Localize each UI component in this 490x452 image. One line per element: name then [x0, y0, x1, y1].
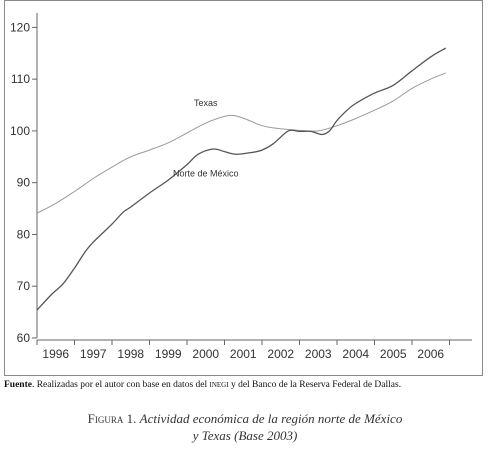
caption-title-line-1: Actividad económica de la región norte d…: [139, 411, 403, 426]
x-tick-label: 2004: [342, 347, 369, 361]
chart-frame: 60 70 80 90 100 110 120 1996 1997 1998 1999 2000 200…: [4, 0, 483, 376]
y-tick-label: 90: [17, 176, 31, 190]
caption-title-line-2: y Texas (Base 2003): [192, 428, 298, 443]
x-tick-label: 1997: [80, 347, 107, 361]
source-text-before: . Realizadas por el autor con base en da…: [31, 380, 210, 390]
source-text-after: y del Banco de la Reserva Federal de Dal…: [228, 380, 402, 390]
caption-line-1: Figura 1. Actividad económica de la regi…: [0, 410, 490, 427]
series-label-norte-de-mexico: Norte de México: [173, 168, 239, 178]
x-tick-label: 2006: [417, 347, 444, 361]
figure-caption: Figura 1. Actividad económica de la regi…: [0, 410, 490, 444]
series-lines: [36, 47, 447, 311]
x-tick-label: 2005: [380, 347, 407, 361]
y-tick-label: 100: [10, 124, 30, 138]
x-tick-label: 1996: [42, 347, 69, 361]
source-inegi: inegi: [209, 380, 229, 390]
tick-labels: 60 70 80 90 100 110 120 1996 1997 1998 1999 2000 200…: [10, 20, 444, 361]
line-chart: 60 70 80 90 100 110 120 1996 1997 1998 1999 2000 200…: [10, 13, 472, 361]
source-label: Fuente: [4, 380, 32, 390]
y-tick-label: 120: [10, 20, 30, 34]
series-label-texas: Texas: [194, 98, 218, 108]
series-line-norte-de-mexico: [36, 47, 447, 311]
y-tick-label: 80: [17, 227, 31, 241]
x-tick-label: 2003: [305, 347, 332, 361]
series-labels: Texas Norte de México: [173, 98, 239, 178]
series-line-texas: [36, 72, 447, 214]
axes: [32, 13, 472, 345]
y-tick-label: 110: [11, 72, 30, 86]
x-tick-label: 1998: [117, 347, 144, 361]
x-tick-label: 2001: [230, 347, 257, 361]
x-tick-label: 1999: [155, 347, 182, 361]
source-note: Fuente. Realizadas por el autor con base…: [4, 380, 484, 390]
x-tick-label: 2002: [267, 347, 294, 361]
y-tick-label: 70: [17, 279, 31, 293]
x-tick-label: 2000: [192, 347, 219, 361]
y-tick-label: 60: [17, 331, 31, 345]
caption-label: Figura 1.: [87, 411, 137, 426]
